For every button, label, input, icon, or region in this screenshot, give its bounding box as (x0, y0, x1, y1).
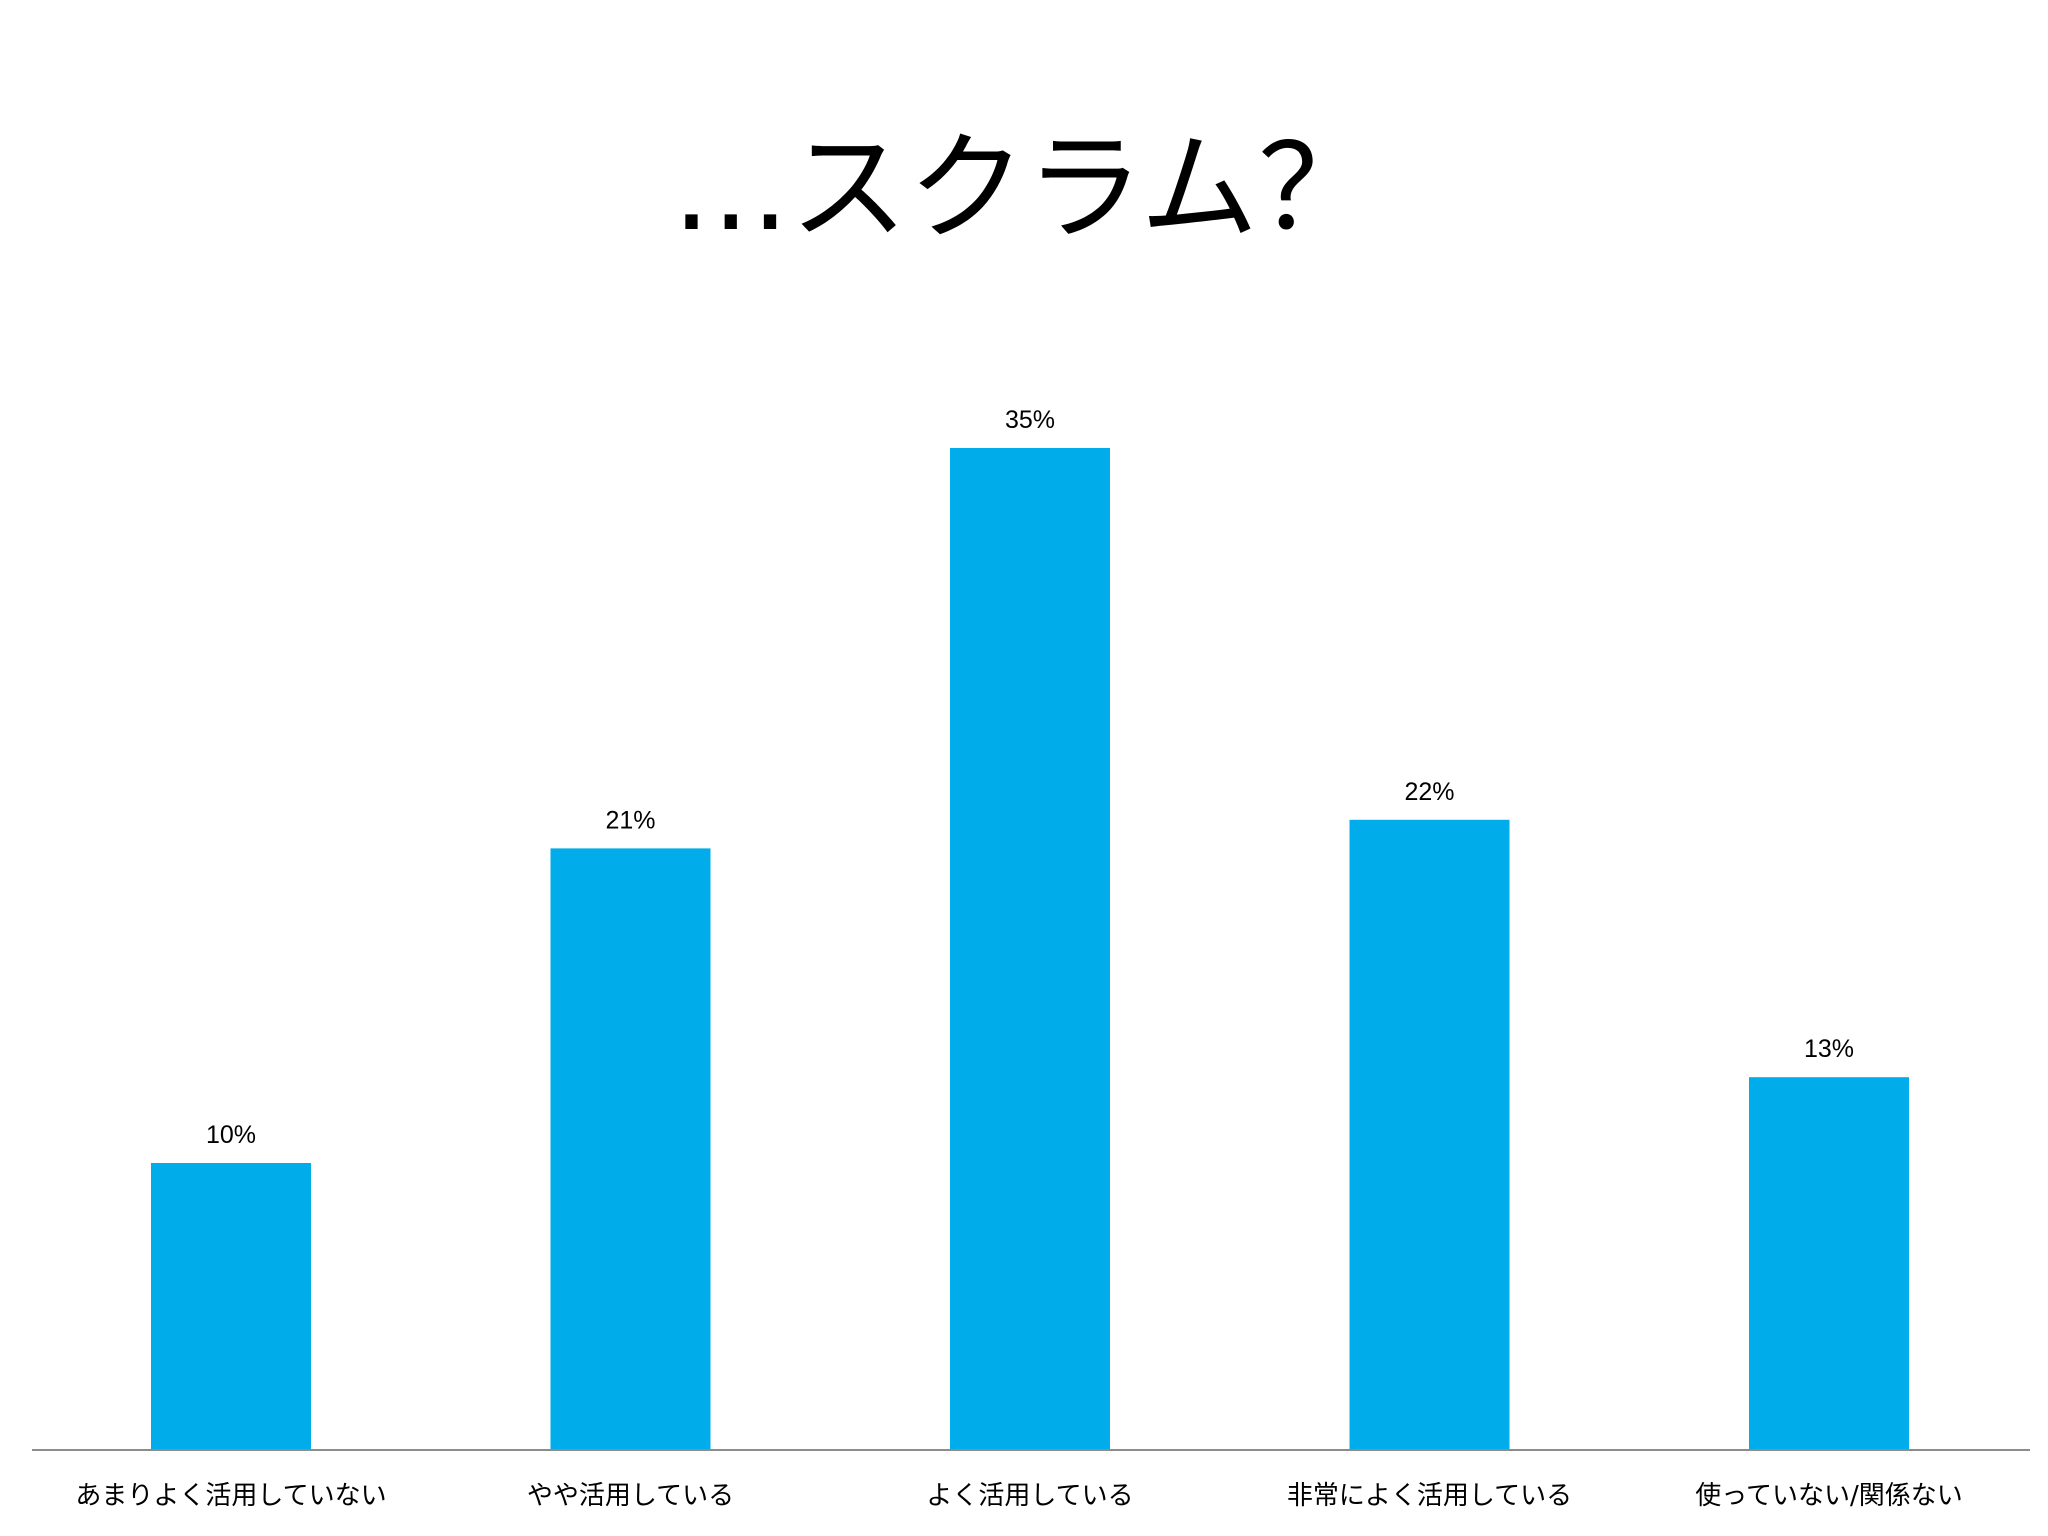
bar-5 (1749, 1077, 1909, 1449)
x-tick-label-4: 非常によく活用している (1287, 1481, 1572, 1511)
x-tick-label-2: やや活用している (527, 1481, 734, 1511)
x-tick-label-5: 使っていない/関係ない (1695, 1481, 1962, 1511)
bar-3 (950, 448, 1110, 1449)
x-tick-label-3: よく活用している (926, 1481, 1133, 1511)
data-label-1: 10% (206, 1121, 256, 1149)
data-label-3: 35% (1005, 406, 1055, 434)
data-label-4: 22% (1404, 778, 1454, 806)
x-tick-label-1: あまりよく活用していない (75, 1481, 386, 1511)
chart-title: …スクラム？ (671, 119, 1377, 257)
x-tick-labels-group: あまりよく活用していない やや活用している よく活用している 非常によく活用している 使… (75, 1481, 1962, 1511)
data-label-2: 21% (605, 806, 655, 834)
bars-group (151, 448, 1909, 1449)
bar-2 (550, 848, 711, 1449)
bar-4 (1349, 819, 1510, 1449)
data-labels-group: 10% 21% 35% 22% 13% (206, 406, 1854, 1149)
bar-1 (151, 1163, 311, 1449)
data-label-5: 13% (1804, 1035, 1854, 1063)
